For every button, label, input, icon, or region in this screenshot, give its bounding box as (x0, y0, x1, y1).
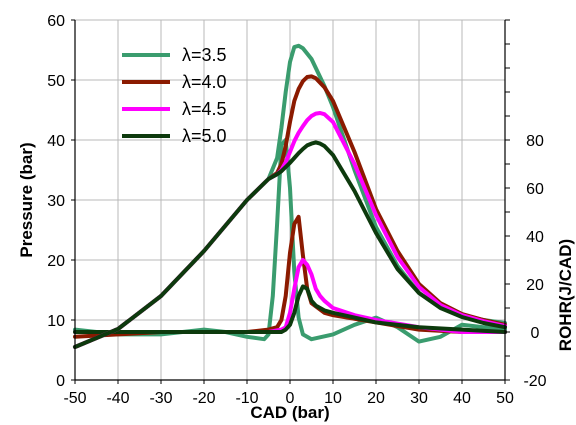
y2-tick-label: -20 (523, 373, 546, 390)
y2-tick-label: 20 (526, 277, 544, 294)
x-tick-label: -40 (106, 390, 129, 407)
x-tick-label: -20 (192, 390, 215, 407)
y-tick-label: 10 (47, 313, 65, 330)
rohr-series-lines (73, 138, 507, 344)
x-tick-label: 40 (453, 390, 471, 407)
y2-axis-title: ROHR(J/CAD) (556, 239, 575, 351)
tick-labels: -50 -40 -30 -20 -10 0 10 20 30 40 50 0 10 20 30 40 50 60 -… (47, 13, 546, 407)
legend-label: λ=4.5 (182, 99, 227, 119)
legend: λ=3.5 λ=4.0 λ=4.5 λ=5.0 (122, 45, 227, 146)
y-tick-label: 60 (47, 13, 65, 30)
y-tick-label: 20 (47, 253, 65, 270)
legend-label: λ=3.5 (182, 45, 227, 65)
x-tick-label: 10 (324, 390, 342, 407)
legend-label: λ=5.0 (182, 126, 227, 146)
x-axis-title: CAD (bar) (250, 403, 329, 422)
y-tick-label: 40 (47, 133, 65, 150)
y-tick-label: 0 (56, 373, 65, 390)
y2-tick-label: 40 (526, 229, 544, 246)
x-tick-label: 30 (410, 390, 428, 407)
x-tick-label: 50 (496, 390, 514, 407)
y2-tick-label: 60 (526, 181, 544, 198)
axes (71, 19, 510, 384)
x-tick-label: 0 (286, 390, 295, 407)
y-tick-label: 50 (47, 73, 65, 90)
legend-label: λ=4.0 (182, 72, 227, 92)
x-tick-label: 20 (367, 390, 385, 407)
y-axis-title: Pressure (bar) (17, 142, 36, 257)
y2-tick-label: 80 (526, 133, 544, 150)
y2-tick-label: 0 (531, 325, 540, 342)
x-tick-label: -50 (63, 390, 86, 407)
x-tick-label: -10 (235, 390, 258, 407)
pressure-series-lines (73, 43, 507, 349)
x-tick-label: -30 (149, 390, 172, 407)
rohr-line (73, 284, 507, 334)
pressure-line (73, 140, 507, 349)
y-tick-label: 30 (47, 193, 65, 210)
